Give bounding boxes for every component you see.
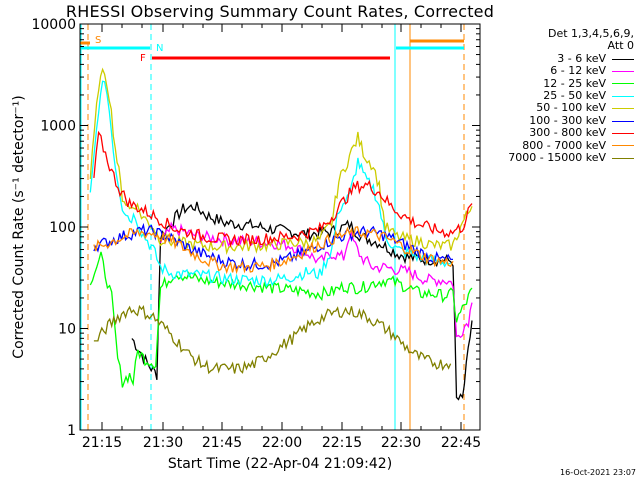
legend-entry: 25 - 50 keV	[508, 89, 634, 103]
legend-label: 12 - 25 keV	[543, 76, 606, 90]
flag-n: N	[156, 43, 163, 54]
x-axis-label: Start Time (22-Apr-04 21:09:42)	[168, 456, 392, 472]
y-tick-label: 100	[49, 220, 76, 236]
series-line-800-7000-kev	[93, 226, 454, 275]
legend-label: 50 - 100 keV	[536, 101, 606, 115]
legend-label: 25 - 50 keV	[543, 89, 606, 103]
legend-label: 6 - 12 keV	[550, 64, 606, 78]
x-tick-label: 22:30	[381, 435, 421, 451]
flag-f: F	[140, 53, 146, 64]
y-tick-label: 10000	[31, 17, 76, 33]
x-tick-label: 22:45	[441, 435, 481, 451]
legend-label: 3 - 6 keV	[557, 51, 606, 65]
legend-swatch	[612, 83, 634, 85]
legend-swatch	[612, 70, 634, 72]
legend-swatch	[612, 58, 634, 60]
legend-detectors: Det 1,3,4,5,6,9,	[547, 27, 634, 40]
legend-entry: 50 - 100 keV	[508, 102, 634, 114]
legend-label: 100 - 300 keV	[529, 113, 606, 127]
legend-swatch	[612, 157, 634, 159]
y-tick-label: 10	[58, 322, 76, 338]
legend-entry: 7000 - 15000 keV	[508, 151, 634, 165]
y-tick-label: 1	[67, 423, 76, 439]
x-tick-label: 22:00	[262, 435, 302, 451]
series-line-12-25-kev	[89, 251, 473, 388]
axes: 1 10 100 1000 10000 21:15 21:30 21:45 22:00 22:15…	[11, 17, 481, 472]
legend-swatch	[612, 108, 634, 110]
series-line-6-12-kev	[159, 221, 473, 339]
y-tick-label: 1000	[40, 119, 76, 135]
legend: Det 1,3,4,5,6,9, Att 0 3 - 6 keV 6 - 12 k…	[508, 27, 634, 165]
legend-label: 800 - 7000 keV	[522, 138, 606, 152]
legend-label: 7000 - 15000 keV	[508, 151, 606, 165]
series-line-7000-15000-kev	[93, 304, 452, 375]
legend-entry: 100 - 300 keV	[508, 113, 634, 127]
legend-entry: 800 - 7000 keV	[508, 138, 634, 152]
x-tick-label: 21:30	[143, 435, 183, 451]
timestamp: 16-Oct-2021 23:07	[560, 468, 636, 477]
legend-swatch	[612, 95, 634, 97]
series-line-50-100-kev	[89, 67, 473, 256]
flag-s: S	[95, 35, 101, 46]
legend-swatch	[612, 145, 634, 147]
x-tick-label: 21:15	[82, 435, 122, 451]
legend-entry: 300 - 800 keV	[508, 126, 634, 140]
legend-label: 300 - 800 keV	[529, 126, 606, 140]
series-line-25-50-kev	[89, 80, 451, 288]
legend-swatch	[612, 120, 634, 122]
flag-labels: S NF	[95, 35, 163, 64]
x-tick-label: 22:15	[322, 435, 362, 451]
legend-entry: 12 - 25 keV	[508, 76, 634, 90]
legend-entry: 3 - 6 keV	[508, 51, 634, 65]
legend-swatch	[612, 132, 634, 134]
chart-title: RHESSI Observing Summary Count Rates, Co…	[65, 2, 495, 21]
x-tick-label: 21:45	[202, 435, 242, 451]
legend-attenuator: Att 0	[607, 39, 634, 53]
series-line-300-800-kev	[93, 130, 473, 248]
plot-frame	[79, 23, 481, 431]
y-axis-label: Corrected Count Rate (s⁻¹ detector⁻¹)	[11, 95, 27, 358]
series-layer	[89, 67, 473, 401]
legend-entry: 6 - 12 keV	[508, 64, 634, 78]
